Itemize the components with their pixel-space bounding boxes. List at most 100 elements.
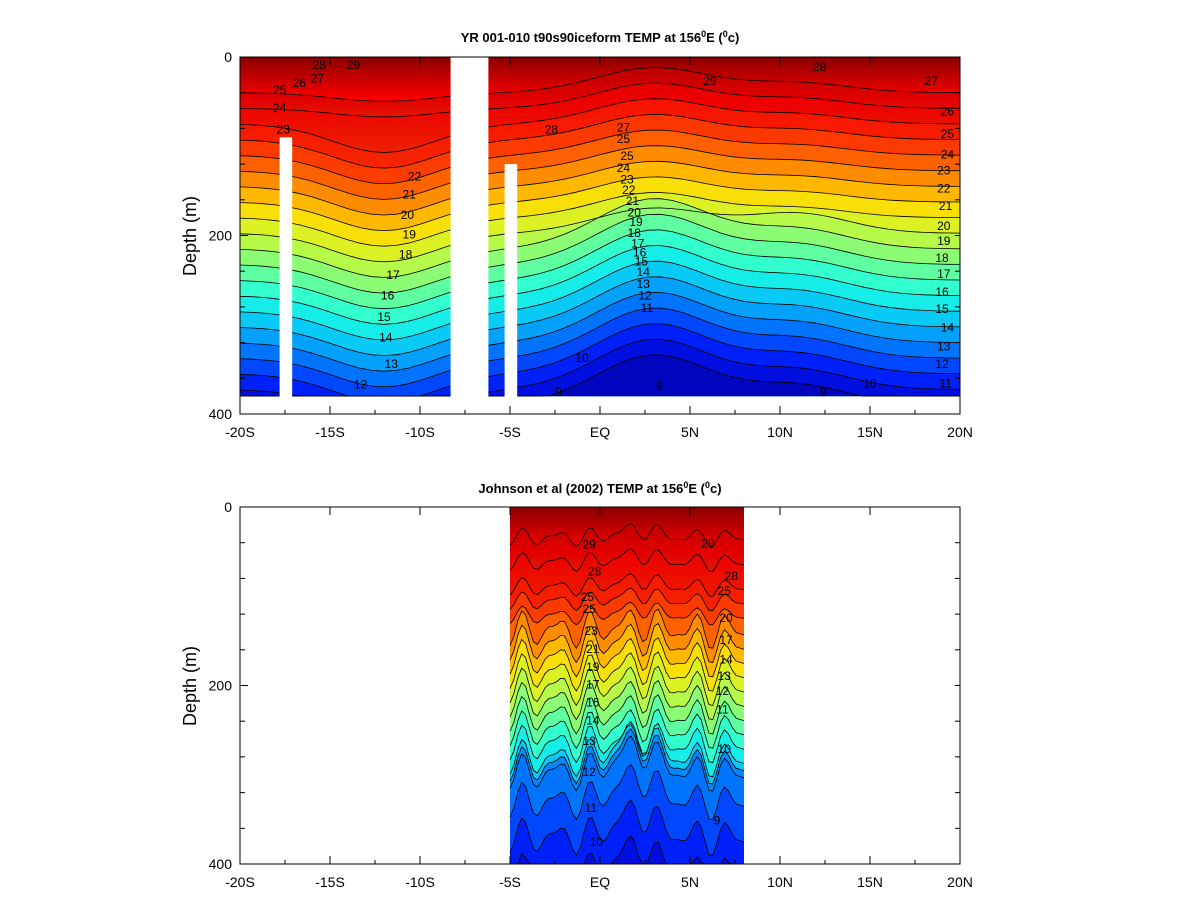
contour-label: 10 xyxy=(590,835,604,849)
contour-label: 15 xyxy=(935,302,949,316)
contour-label: 29 xyxy=(703,74,717,88)
isotherm-13 xyxy=(509,728,745,785)
contour-label: 11 xyxy=(641,301,654,315)
missing-data-bar xyxy=(450,57,489,414)
isotherm-13 xyxy=(239,291,961,372)
x-tick-label: -20S xyxy=(225,424,255,440)
x-tick-label: 20N xyxy=(947,874,973,890)
contour-label: 23 xyxy=(937,163,951,177)
isotherm-19 xyxy=(509,679,745,721)
isotherm-23 xyxy=(509,622,745,664)
contour-label: 14 xyxy=(941,320,955,334)
contour-label: 14 xyxy=(719,653,733,667)
x-tick-label: 15N xyxy=(857,874,883,890)
contour-label: 12 xyxy=(716,684,730,698)
x-tick-label: 10N xyxy=(767,424,793,440)
contour-label: 22 xyxy=(408,170,422,184)
contour-label: 12 xyxy=(354,378,368,392)
x-tick-label: -5S xyxy=(499,424,521,440)
contour-label: 23 xyxy=(620,172,634,186)
contour-label: 27 xyxy=(311,71,325,85)
isotherm-24 xyxy=(509,608,745,649)
x-tick-label: -20S xyxy=(225,874,255,890)
isotherm-14 xyxy=(509,735,745,792)
contour-label: 27 xyxy=(925,74,939,88)
contour-label: 19 xyxy=(629,215,643,229)
isotherm-26 xyxy=(509,587,745,612)
panel-title: Johnson et al (2002) TEMP at 1560E (0c) xyxy=(478,480,721,496)
contour-label: 16 xyxy=(586,696,600,710)
contour-label: 29 xyxy=(701,537,715,551)
y-tick-label: 400 xyxy=(209,856,233,872)
contour-label: 19 xyxy=(937,234,951,248)
contour-labels: 2928272625242322212019181716151413122928… xyxy=(273,58,954,399)
isotherm-25 xyxy=(509,601,745,626)
contour-label: 22 xyxy=(622,183,636,197)
contour-label: 13 xyxy=(385,357,399,371)
contour-label: 12 xyxy=(583,765,597,779)
isotherm-16 xyxy=(509,722,745,764)
contour-label: 16 xyxy=(935,285,949,299)
x-tick-label: 5N xyxy=(681,424,699,440)
isotherm-17 xyxy=(509,708,745,749)
y-tick-label: 200 xyxy=(209,678,233,694)
contour-label: 21 xyxy=(939,199,953,213)
contour-label: 22 xyxy=(937,181,951,195)
contour-label: 28 xyxy=(545,122,559,136)
contour-label: 28 xyxy=(725,569,739,583)
contour-label: 20 xyxy=(719,611,733,625)
isotherm-26 xyxy=(239,114,961,169)
x-tick-label: 15N xyxy=(857,424,883,440)
plot-area xyxy=(509,507,745,865)
x-tick-label: -15S xyxy=(315,874,345,890)
y-axis-label: Depth (m) xyxy=(180,646,200,726)
axes: -20S -15S -10S -5S EQ 5N 10N 15N 20N 0 200 400 xyxy=(209,499,973,890)
contour-label: 10 xyxy=(863,377,877,391)
x-tick-label: -10S xyxy=(405,424,435,440)
isotherm-11 xyxy=(239,323,961,397)
contour-label: 25 xyxy=(941,127,955,141)
x-tick-label: -10S xyxy=(405,874,435,890)
x-tick-label: 10N xyxy=(767,874,793,890)
isotherm-29 xyxy=(509,523,745,547)
contour-label: 17 xyxy=(586,678,600,692)
contour-label: 14 xyxy=(586,713,600,727)
contour-label: 12 xyxy=(638,288,652,302)
observed-temperature-panel: Johnson et al (2002) TEMP at 1560E (0c) … xyxy=(180,480,973,890)
isotherm-18 xyxy=(239,213,961,294)
isotherm-12 xyxy=(509,763,745,821)
contour-label: 15 xyxy=(377,310,391,324)
isotherm-27 xyxy=(239,98,961,153)
contour-label: 26 xyxy=(941,104,955,118)
y-tick-label: 0 xyxy=(224,499,232,515)
contour-label: 21 xyxy=(626,194,640,208)
contour-label: 29 xyxy=(583,538,597,552)
isotherm-20 xyxy=(239,207,961,263)
contour-label: 19 xyxy=(586,660,600,674)
contour-label: 25 xyxy=(617,132,631,146)
contour-label: 16 xyxy=(633,246,647,260)
isotherm-18 xyxy=(509,694,745,735)
isotherm-27 xyxy=(509,573,745,597)
x-tick-label: 5N xyxy=(681,874,699,890)
contour-label: 24 xyxy=(273,101,287,115)
contour-label: 14 xyxy=(379,330,393,344)
isotherm-21 xyxy=(239,192,961,247)
contour-label: 9 xyxy=(555,385,562,399)
axes: -20S -15S -10S -5S EQ 5N 10N 15N 20N 0 200 400 xyxy=(209,49,973,440)
y-tick-label: 200 xyxy=(209,228,233,244)
y-axis-label: Depth (m) xyxy=(180,196,200,276)
contour-label: 21 xyxy=(586,642,600,656)
isotherm-29 xyxy=(239,67,960,102)
contour-label: 9 xyxy=(820,385,827,399)
x-tick-label: EQ xyxy=(590,424,610,440)
contour-label: 18 xyxy=(935,251,949,265)
contour-label: 13 xyxy=(937,339,951,353)
missing-data-bar xyxy=(279,137,293,414)
plot-area xyxy=(239,57,961,414)
contour-label: 13 xyxy=(583,734,597,748)
contour-label: 11 xyxy=(585,801,598,815)
isotherm-16 xyxy=(239,245,961,325)
isotherm-24 xyxy=(239,145,960,200)
